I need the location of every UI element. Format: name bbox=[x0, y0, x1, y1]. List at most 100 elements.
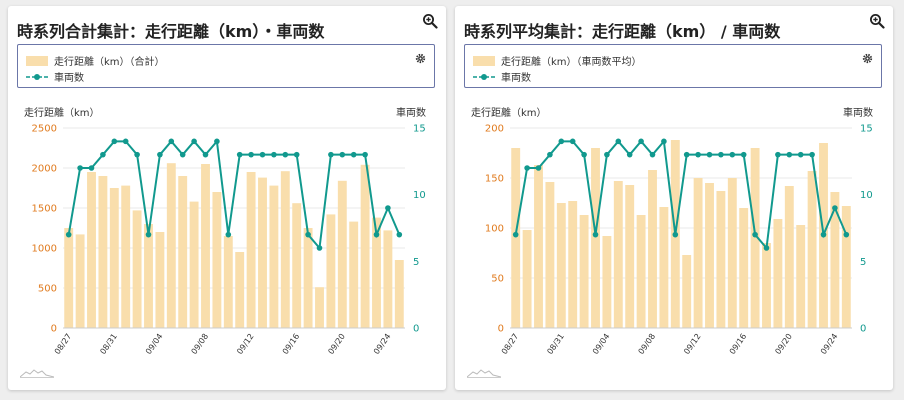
gear-icon[interactable] bbox=[862, 53, 873, 64]
y2-tick-label: 15 bbox=[413, 124, 426, 135]
line-point bbox=[259, 151, 266, 158]
line-point bbox=[649, 151, 656, 158]
x-tick-label: 09/24 bbox=[819, 332, 840, 356]
line-point bbox=[168, 138, 175, 145]
line-point bbox=[547, 151, 553, 158]
bar bbox=[166, 163, 176, 328]
line-point bbox=[752, 231, 758, 238]
bar bbox=[579, 215, 589, 328]
y2-tick-label: 0 bbox=[413, 324, 419, 335]
bar bbox=[326, 214, 336, 328]
bar bbox=[315, 287, 324, 328]
line-point bbox=[558, 138, 565, 145]
bar bbox=[337, 180, 347, 328]
bar bbox=[155, 232, 165, 328]
line-point bbox=[88, 165, 95, 171]
legend-bar-swatch bbox=[26, 55, 48, 66]
zoom-in-icon[interactable] bbox=[869, 13, 885, 29]
bar bbox=[534, 165, 543, 328]
bar bbox=[223, 236, 233, 328]
bar bbox=[841, 206, 851, 328]
y-tick-label: 200 bbox=[485, 124, 504, 135]
bar bbox=[568, 201, 578, 328]
bar bbox=[87, 172, 96, 328]
line-point bbox=[581, 151, 587, 158]
bar bbox=[522, 230, 532, 328]
zoom-in-icon[interactable] bbox=[422, 13, 438, 29]
bar bbox=[556, 203, 566, 328]
legend-bar-label: 走行距離（km）（合計） bbox=[54, 57, 165, 68]
legend-item-bar[interactable]: 走行距離（km）（合計） bbox=[26, 53, 165, 68]
bar bbox=[132, 210, 142, 328]
bar bbox=[64, 228, 74, 328]
bar bbox=[75, 234, 85, 328]
x-tick-label: 08/31 bbox=[98, 332, 119, 356]
bar bbox=[235, 252, 245, 328]
bar bbox=[109, 188, 119, 328]
bar bbox=[693, 178, 703, 328]
bar bbox=[545, 182, 555, 328]
bar bbox=[292, 203, 302, 328]
chart-plot: 走行距離（km） 車両数 0 50 100 150 200 0 5 10 15 08/27 08/31 0… bbox=[471, 106, 873, 356]
line-point bbox=[626, 151, 633, 158]
line-point bbox=[293, 151, 300, 158]
line-point bbox=[350, 151, 357, 158]
left-axis-title: 走行距離（km） bbox=[24, 106, 100, 119]
legend-line-label: 車両数 bbox=[54, 73, 84, 84]
chart-legend: 走行距離（km）（合計） 車両数 bbox=[17, 44, 435, 88]
line-point bbox=[661, 138, 667, 145]
legend-bar-label: 走行距離（km）（車両数平均） bbox=[501, 57, 642, 68]
legend-line-label: 車両数 bbox=[501, 73, 531, 84]
x-tick-label: 09/04 bbox=[144, 332, 165, 356]
line-point bbox=[373, 231, 380, 238]
legend-line-swatch bbox=[473, 73, 495, 80]
line-point bbox=[77, 165, 83, 171]
legend-item-bar[interactable]: 走行距離（km）（車両数平均） bbox=[473, 53, 642, 68]
bar bbox=[144, 224, 153, 328]
right-axis-title: 車両数 bbox=[843, 106, 873, 119]
line-point bbox=[328, 151, 334, 158]
bar bbox=[258, 177, 267, 328]
line-point bbox=[763, 245, 770, 251]
bar bbox=[303, 228, 313, 328]
legend-item-line[interactable]: 車両数 bbox=[473, 69, 531, 84]
y-tick-label: 50 bbox=[491, 274, 504, 285]
line-point bbox=[225, 231, 232, 238]
x-tick-label: 09/16 bbox=[728, 332, 749, 356]
line-point bbox=[512, 231, 519, 238]
bar bbox=[280, 171, 290, 328]
left-axis-title: 走行距離（km） bbox=[471, 106, 547, 119]
legend-item-line[interactable]: 車両数 bbox=[26, 69, 84, 84]
minimap-icon[interactable] bbox=[20, 368, 54, 378]
bar bbox=[349, 221, 359, 328]
line-point bbox=[604, 151, 610, 158]
chart-card-total: 時系列合計集計：走行距離（km）・車両数 走行距離（km）（合計） 車両数 走行… bbox=[8, 6, 446, 390]
bar bbox=[784, 186, 794, 328]
bar bbox=[591, 148, 600, 328]
bar bbox=[739, 208, 749, 328]
line-point bbox=[615, 138, 622, 145]
line-point bbox=[683, 151, 690, 158]
legend-line-swatch bbox=[26, 73, 48, 80]
line-point bbox=[385, 205, 391, 211]
bar bbox=[636, 215, 646, 328]
bar bbox=[121, 185, 131, 328]
minimap-icon[interactable] bbox=[467, 368, 501, 378]
bar bbox=[383, 230, 393, 328]
x-tick-label: 09/20 bbox=[773, 332, 794, 356]
y-tick-label: 1500 bbox=[32, 204, 57, 215]
line-point bbox=[706, 151, 713, 158]
line-point bbox=[191, 138, 197, 145]
line-point bbox=[214, 138, 220, 145]
line-point bbox=[305, 231, 311, 238]
line-point bbox=[282, 151, 289, 158]
line-point bbox=[134, 151, 140, 158]
bar bbox=[773, 219, 783, 328]
line-point bbox=[843, 231, 850, 238]
line-point bbox=[179, 151, 186, 158]
bar bbox=[762, 243, 771, 328]
line-point bbox=[100, 151, 106, 158]
card-title: 時系列平均集計：走行距離（km） / 車両数 bbox=[464, 22, 781, 41]
line-point bbox=[820, 231, 827, 238]
gear-icon[interactable] bbox=[415, 53, 426, 64]
